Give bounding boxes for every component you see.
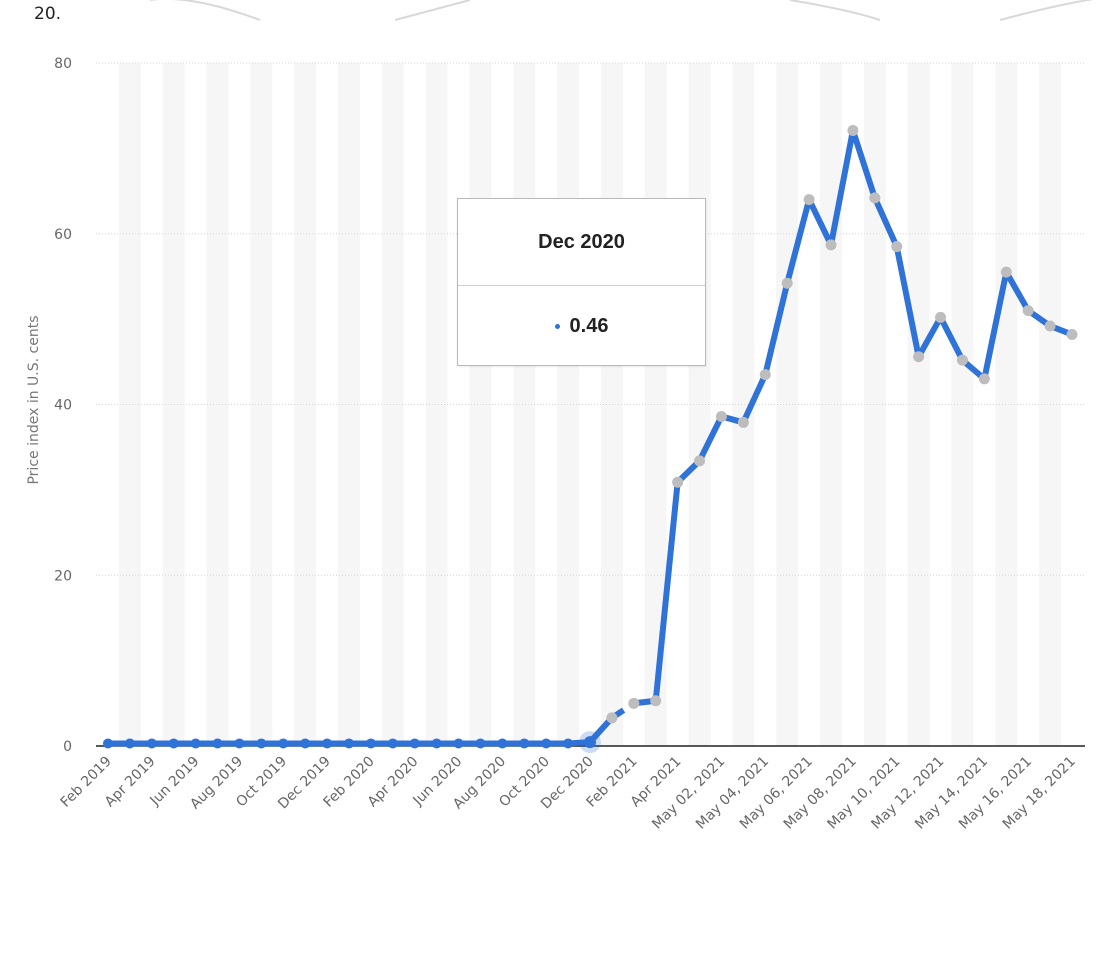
series-markers[interactable]: [103, 124, 1078, 754]
y-axis: 0 20 40 60 80: [54, 56, 72, 755]
stripe: [425, 63, 448, 746]
data-point[interactable]: [913, 351, 925, 363]
series-segment: [849, 127, 878, 201]
y-tick-label: 60: [54, 227, 72, 243]
data-point[interactable]: [715, 410, 727, 422]
data-point[interactable]: [1000, 266, 1012, 278]
stripe: [294, 63, 317, 746]
stripe: [162, 63, 185, 746]
series-segment: [828, 127, 856, 248]
stripe: [732, 63, 755, 746]
data-point[interactable]: [1044, 320, 1056, 332]
series-segment: [981, 269, 1010, 382]
data-point[interactable]: [322, 738, 333, 749]
data-point[interactable]: [737, 416, 749, 428]
stripe: [776, 63, 799, 746]
corner-label: 20.: [34, 4, 62, 24]
data-point[interactable]: [124, 738, 135, 749]
tooltip-title: Dec 2020: [458, 199, 705, 286]
data-point[interactable]: [1022, 305, 1034, 317]
data-point[interactable]: [190, 738, 201, 749]
data-point[interactable]: [103, 738, 113, 749]
y-tick-label: 20: [54, 568, 72, 584]
stripe: [995, 63, 1018, 746]
series-segment: [893, 243, 922, 360]
y-tick-label: 0: [63, 739, 72, 755]
stripe: [557, 63, 580, 746]
data-point[interactable]: [475, 738, 486, 749]
data-point[interactable]: [365, 738, 376, 749]
data-point[interactable]: [278, 738, 289, 749]
series-segment: [937, 314, 966, 364]
data-point[interactable]: [650, 695, 662, 707]
data-point[interactable]: [431, 738, 442, 749]
data-point[interactable]: [606, 712, 618, 724]
data-point[interactable]: [847, 124, 859, 136]
series-segment: [762, 280, 791, 378]
series-segment: [915, 314, 944, 360]
data-point[interactable]: [300, 738, 311, 749]
column-stripes: [118, 63, 1062, 746]
series-segment: [784, 196, 813, 287]
data-point[interactable]: [825, 239, 837, 251]
stripe: [951, 63, 974, 746]
data-point[interactable]: [212, 738, 223, 749]
data-point[interactable]: [541, 738, 552, 749]
data-point[interactable]: [803, 194, 815, 206]
data-point[interactable]: [628, 697, 640, 709]
stripe: [381, 63, 404, 746]
stripe: [863, 63, 886, 746]
y-tick-label: 80: [54, 56, 72, 72]
stripe: [206, 63, 229, 746]
data-point[interactable]: [759, 369, 771, 381]
series-segment: [696, 413, 725, 464]
data-point[interactable]: [563, 738, 574, 749]
background-decoration: [150, 0, 1094, 21]
data-point[interactable]: [1066, 328, 1078, 340]
data-point[interactable]: [519, 738, 530, 749]
series-segment: [806, 196, 834, 248]
data-point[interactable]: [387, 738, 398, 749]
data-point[interactable]: [935, 311, 947, 323]
data-point[interactable]: [978, 373, 990, 385]
data-point[interactable]: [234, 738, 245, 749]
data-point[interactable]: [781, 277, 793, 289]
series-dot-icon: [554, 323, 560, 329]
data-point[interactable]: [694, 455, 706, 467]
y-tick-label: 40: [54, 398, 72, 414]
data-point[interactable]: [168, 738, 179, 749]
data-point[interactable]: [453, 738, 464, 749]
data-point[interactable]: [497, 738, 508, 749]
series-segment: [871, 194, 900, 250]
tooltip-value-row: 0.46: [458, 286, 705, 366]
tooltip-value: 0.46: [569, 314, 609, 337]
stripe: [600, 63, 623, 746]
data-point[interactable]: [869, 192, 881, 204]
data-point[interactable]: [672, 476, 684, 488]
data-point[interactable]: [409, 738, 420, 749]
series-segment: [1003, 269, 1032, 314]
series-segment: [740, 371, 769, 426]
data-point-highlighted[interactable]: [584, 736, 596, 749]
data-point[interactable]: [146, 738, 157, 749]
series-segment: [652, 479, 681, 704]
data-point[interactable]: [891, 241, 903, 253]
data-point[interactable]: [344, 738, 354, 749]
data-point[interactable]: [956, 354, 968, 366]
tooltip: Dec 2020 0.46: [457, 198, 706, 366]
y-axis-label: Price index in U.S. cents: [26, 315, 42, 484]
data-point[interactable]: [256, 738, 267, 749]
